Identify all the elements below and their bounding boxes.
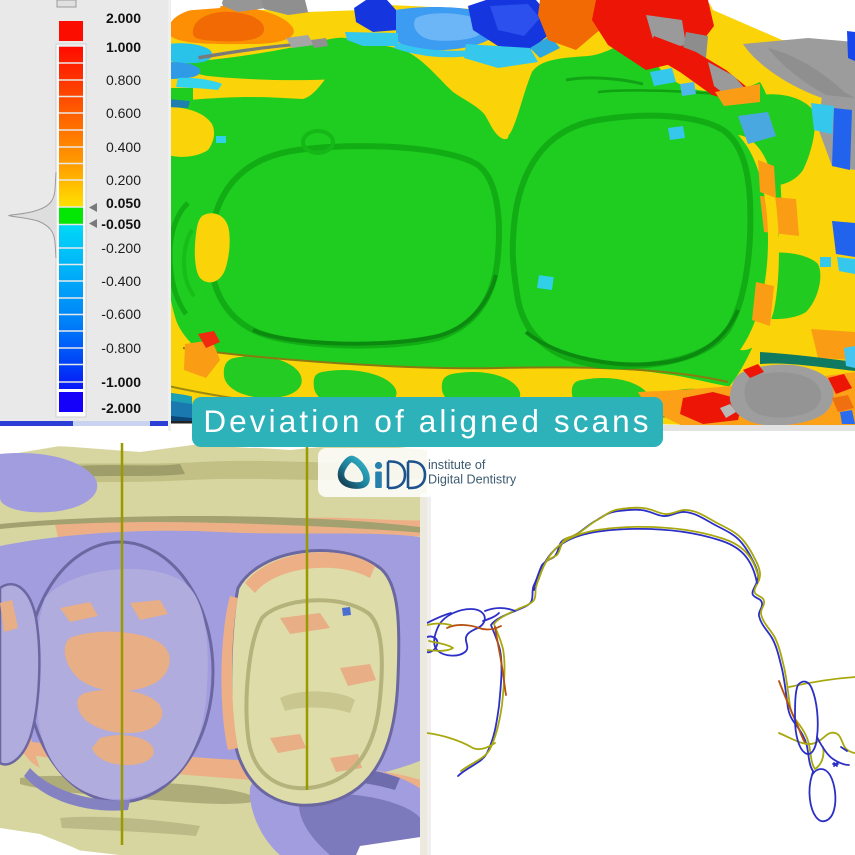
svg-text:institute of: institute of	[428, 458, 486, 472]
svg-text:Digital Dentistry: Digital Dentistry	[428, 473, 517, 487]
